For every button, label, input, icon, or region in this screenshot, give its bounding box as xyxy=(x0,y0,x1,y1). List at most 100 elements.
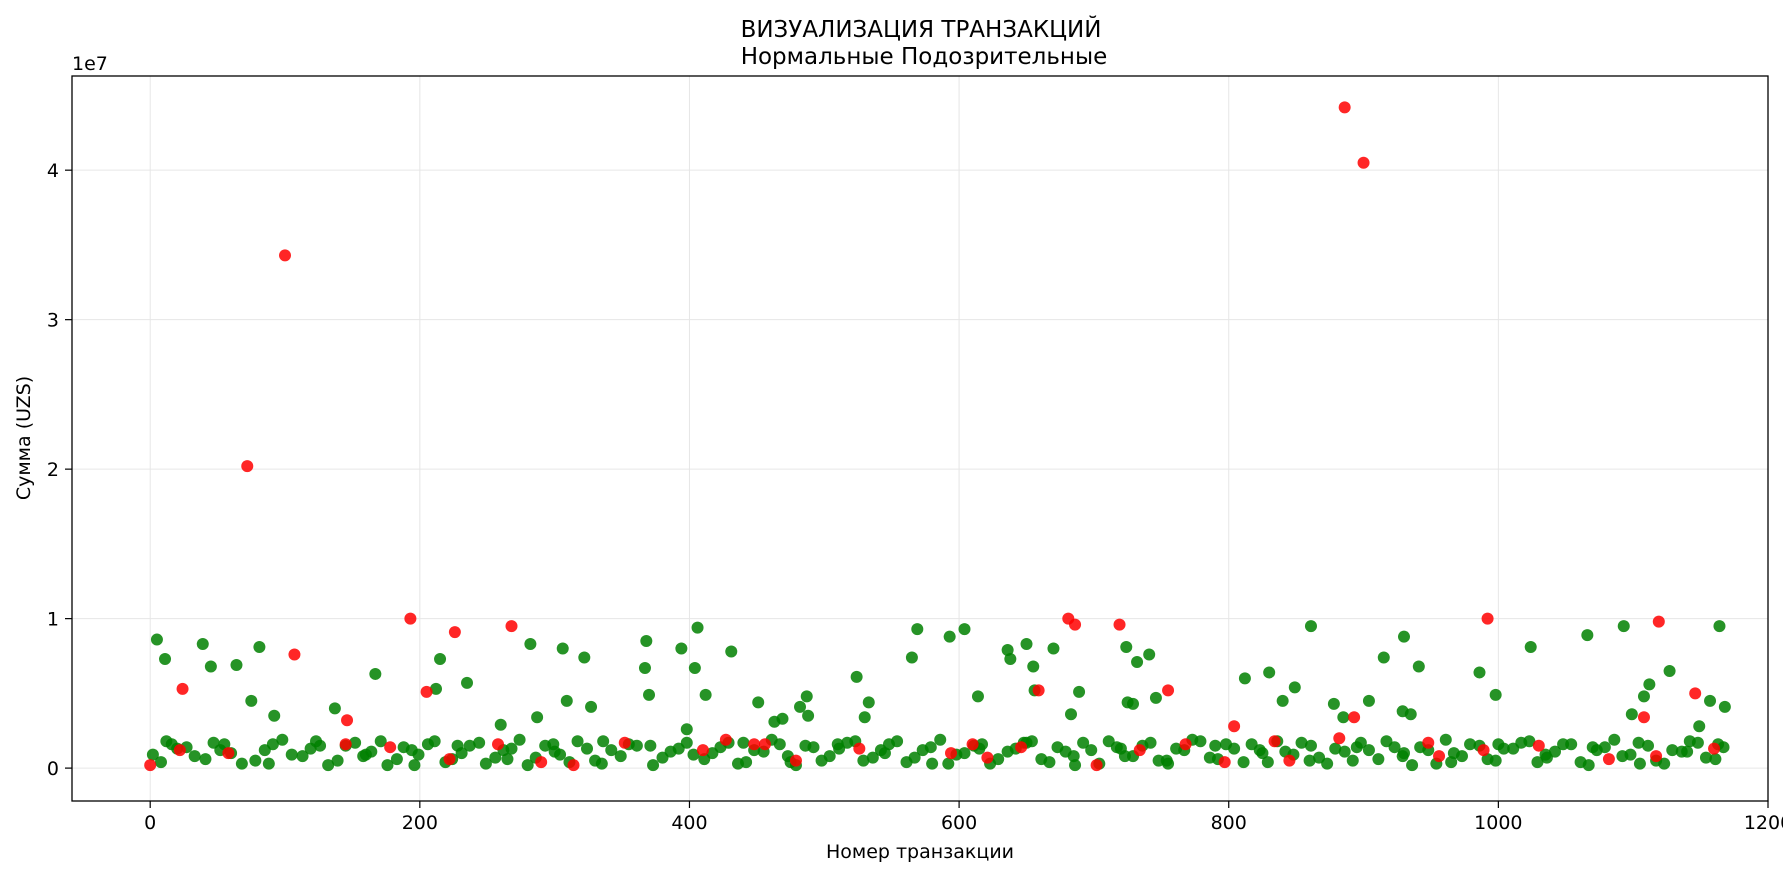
normal-transaction-point xyxy=(473,736,486,749)
normal-transaction-point xyxy=(196,638,209,651)
normal-transaction-point xyxy=(461,676,474,689)
suspicious-transaction-point xyxy=(1357,156,1370,169)
y-tick-label: 3 xyxy=(47,310,59,332)
suspicious-transaction-point xyxy=(1477,744,1490,757)
y-tick-label: 2 xyxy=(47,459,59,481)
normal-transaction-point xyxy=(656,751,669,764)
normal-transaction-point xyxy=(159,652,172,665)
normal-transaction-point xyxy=(924,741,937,754)
suspicious-transaction-point xyxy=(492,738,505,751)
suspicious-transaction-point xyxy=(443,753,456,766)
suspicious-transaction-point xyxy=(505,620,518,633)
normal-transaction-point xyxy=(1481,753,1494,766)
normal-transaction-point xyxy=(266,738,279,751)
normal-transaction-point xyxy=(971,690,984,703)
suspicious-transaction-point xyxy=(758,738,771,751)
normal-transaction-point xyxy=(1515,736,1528,749)
normal-transaction-point xyxy=(1464,738,1477,751)
normal-transaction-point xyxy=(1069,759,1082,772)
normal-transaction-point xyxy=(1149,691,1162,704)
suspicious-transaction-point xyxy=(1650,750,1663,763)
normal-transaction-point xyxy=(1131,655,1144,668)
normal-transaction-point xyxy=(740,756,753,769)
y-tick-label: 0 xyxy=(47,758,59,780)
normal-transaction-point xyxy=(1303,754,1316,767)
normal-transaction-point xyxy=(1067,750,1080,763)
suspicious-transaction-point xyxy=(1069,618,1082,631)
suspicious-transaction-point xyxy=(1133,744,1146,757)
normal-transaction-point xyxy=(1643,678,1656,691)
normal-transaction-point xyxy=(958,623,971,636)
normal-transaction-point xyxy=(1704,694,1717,707)
suspicious-transaction-point xyxy=(341,714,354,727)
normal-transaction-point xyxy=(1617,620,1630,633)
suspicious-transaction-point xyxy=(1602,753,1615,766)
suspicious-transaction-point xyxy=(1032,684,1045,697)
suspicious-transaction-point xyxy=(176,682,189,695)
normal-transaction-point xyxy=(1397,747,1410,760)
normal-transaction-point xyxy=(1632,736,1645,749)
normal-transaction-point xyxy=(1404,708,1417,721)
suspicious-transaction-point xyxy=(945,747,958,760)
normal-transaction-point xyxy=(235,757,248,770)
normal-transaction-point xyxy=(850,670,863,683)
normal-transaction-point xyxy=(146,748,159,761)
normal-transaction-point xyxy=(1346,754,1359,767)
suspicious-transaction-point xyxy=(1481,612,1494,625)
normal-transaction-point xyxy=(752,696,765,709)
normal-transaction-point xyxy=(1237,756,1250,769)
normal-transaction-point xyxy=(1209,739,1222,752)
suspicious-transaction-point xyxy=(966,738,979,751)
normal-transaction-point xyxy=(199,753,212,766)
normal-transaction-point xyxy=(1531,756,1544,769)
normal-transaction-point xyxy=(773,738,786,751)
normal-transaction-point xyxy=(1406,759,1419,772)
suspicious-transaction-point xyxy=(1162,684,1175,697)
normal-transaction-point xyxy=(1709,753,1722,766)
normal-transaction-point xyxy=(643,688,656,701)
suspicious-transaction-point xyxy=(1348,711,1361,724)
normal-transaction-point xyxy=(268,709,281,722)
suspicious-transaction-point xyxy=(1228,720,1241,733)
normal-transaction-point xyxy=(831,738,844,751)
normal-transaction-point xyxy=(359,748,372,761)
normal-transaction-point xyxy=(249,754,262,767)
normal-transaction-point xyxy=(188,750,201,763)
normal-transaction-point xyxy=(891,735,904,748)
normal-transaction-point xyxy=(1581,629,1594,642)
suspicious-transaction-point xyxy=(288,648,301,661)
suspicious-transaction-point xyxy=(144,759,157,772)
suspicious-transaction-point xyxy=(279,249,292,262)
normal-transaction-point xyxy=(505,742,518,755)
suspicious-transaction-point xyxy=(853,742,866,755)
normal-transaction-point xyxy=(1238,672,1251,685)
y-axis-label: Сумма (UZS) xyxy=(13,376,35,500)
suspicious-transaction-point xyxy=(404,612,417,625)
suspicious-transaction-point xyxy=(1708,742,1721,755)
suspicious-transaction-point xyxy=(748,738,761,751)
normal-transaction-point xyxy=(1338,745,1351,758)
normal-transaction-point xyxy=(614,750,627,763)
normal-transaction-point xyxy=(1288,681,1301,694)
normal-transaction-point xyxy=(285,748,298,761)
normal-transaction-point xyxy=(1616,750,1629,763)
normal-transaction-point xyxy=(595,757,608,770)
chart-title: ВИЗУАЛИЗАЦИЯ ТРАНЗАКЦИЙ xyxy=(741,15,1102,43)
normal-transaction-point xyxy=(1412,660,1425,673)
normal-transaction-point xyxy=(1077,736,1090,749)
normal-transaction-point xyxy=(905,651,918,664)
normal-transaction-point xyxy=(794,700,807,713)
normal-transaction-point xyxy=(1565,738,1578,751)
normal-transaction-point xyxy=(204,660,217,673)
normal-transaction-point xyxy=(1548,745,1561,758)
x-tick-label: 1000 xyxy=(1474,812,1522,834)
suspicious-transaction-point xyxy=(1338,101,1351,114)
suspicious-transaction-point xyxy=(1015,741,1028,754)
suspicious-transaction-point xyxy=(1218,756,1231,769)
normal-transaction-point xyxy=(675,642,688,655)
suspicious-transaction-point xyxy=(719,733,732,746)
normal-transaction-point xyxy=(1693,720,1706,733)
normal-transaction-point xyxy=(725,645,738,658)
